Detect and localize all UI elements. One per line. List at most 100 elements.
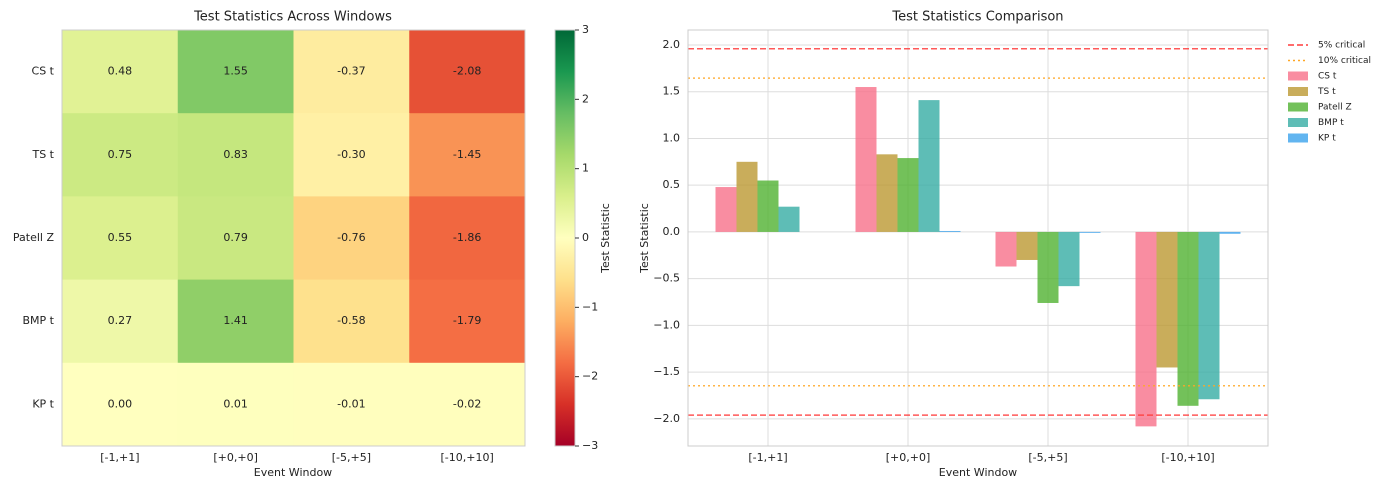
heatmap-cell (409, 279, 526, 364)
legend-label: TS t (1317, 87, 1336, 97)
legend-label: 5% critical (1318, 41, 1365, 51)
cell-label: -0.37 (337, 65, 365, 78)
cell-label: -0.58 (337, 314, 365, 327)
colorbar-tick-label: 2 (582, 92, 589, 105)
bar (1058, 231, 1080, 287)
legend-swatch (1288, 133, 1308, 143)
y-tick-label: 0.0 (663, 225, 681, 238)
heatmap-cell (62, 362, 179, 447)
heatmap-cell (293, 113, 410, 197)
colorbar-tick-label: 1 (582, 162, 589, 175)
legend-label: BMP t (1318, 118, 1344, 128)
bar-title: Test Statistics Comparison (891, 10, 1063, 25)
bar (1079, 231, 1101, 233)
heatmap-cell (62, 113, 179, 197)
cell-label: 0.83 (223, 148, 248, 161)
cell-label: 1.55 (223, 65, 248, 78)
heatmap-cell (409, 113, 526, 197)
bar (757, 180, 779, 232)
y-tick-label: BMP t (23, 314, 55, 327)
heatmap-cell (62, 30, 179, 114)
bar (995, 231, 1017, 267)
colorbar-tick-label: 0 (582, 231, 589, 244)
x-tick-label: [-5,+5] (1028, 451, 1067, 464)
bar (778, 206, 800, 232)
bar (1037, 231, 1059, 303)
y-tick-label: Patell Z (13, 231, 55, 244)
cell-label: -0.01 (337, 397, 365, 410)
cell-label: -1.79 (453, 314, 481, 327)
heatmap-cell (293, 362, 410, 447)
heatmap-cell (293, 196, 410, 281)
heatmap-cell (62, 279, 179, 364)
cell-label: 0.79 (223, 231, 248, 244)
cell-label: -0.02 (453, 397, 481, 410)
heatmap-cell (177, 196, 294, 281)
colorbar-label: Test Statistic (599, 203, 612, 274)
bar-y-label: Test Statistic (638, 203, 651, 274)
heatmap-cell (177, 113, 294, 197)
bar-x-label: Event Window (939, 466, 1017, 479)
y-tick-label: −2.0 (653, 412, 680, 425)
bar (1177, 231, 1199, 406)
heatmap-cell (177, 362, 294, 447)
legend-label: CS t (1318, 72, 1337, 82)
heatmap-cell (409, 30, 526, 114)
legend-label: Patell Z (1318, 103, 1352, 113)
bar (876, 154, 898, 232)
heatmap-cell (409, 362, 526, 447)
bar (897, 158, 919, 232)
axes-frame (61, 29, 526, 447)
bar (736, 161, 758, 232)
cell-label: -0.76 (337, 231, 365, 244)
y-tick-label: −1.5 (653, 365, 680, 378)
cell-label: -1.45 (453, 148, 481, 161)
bar (939, 230, 961, 232)
heatmap-cell (177, 279, 294, 364)
legend-swatch (1288, 87, 1308, 96)
legend-label: 10% critical (1318, 56, 1371, 66)
bar (1156, 231, 1178, 368)
cell-label: 0.55 (108, 231, 133, 244)
heatmap-cell (293, 30, 410, 114)
axes-frame (687, 29, 1269, 447)
x-tick-label: [-1,+1] (100, 451, 139, 464)
cell-label: 0.75 (108, 148, 133, 161)
x-tick-label: [-5,+5] (332, 451, 371, 464)
bar (1219, 231, 1241, 234)
cell-label: 0.48 (108, 65, 133, 78)
heatmap-title: Test Statistics Across Windows (193, 10, 392, 25)
y-tick-label: −1.0 (653, 318, 680, 331)
heatmap-cell (409, 196, 526, 281)
colorbar-tick-label: 3 (582, 23, 589, 36)
y-tick-label: −0.5 (653, 272, 680, 285)
heatmap-cell (293, 279, 410, 364)
bar (715, 187, 737, 232)
legend-swatch (1288, 102, 1308, 112)
x-tick-label: [-1,+1] (748, 451, 787, 464)
x-tick-label: [-10,+10] (440, 451, 493, 464)
bar (855, 87, 877, 232)
bar (1016, 231, 1038, 260)
y-tick-label: TS t (31, 148, 54, 161)
y-tick-label: 2.0 (663, 38, 681, 51)
y-tick-label: CS t (32, 65, 55, 78)
cell-label: 0.27 (108, 314, 133, 327)
x-tick-label: [+0,+0] (886, 451, 931, 464)
cell-label: -2.08 (453, 65, 481, 78)
colorbar-tick-label: −1 (582, 300, 598, 313)
y-tick-label: 1.5 (663, 85, 681, 98)
y-tick-label: 1.0 (663, 131, 681, 144)
legend-label: KP t (1318, 134, 1336, 144)
legend-swatch (1288, 118, 1308, 127)
cell-label: -1.86 (453, 231, 481, 244)
heatmap-cell (177, 30, 294, 114)
x-tick-label: [-10,+10] (1161, 451, 1214, 464)
cell-label: 1.41 (223, 314, 248, 327)
y-tick-label: 0.5 (663, 178, 681, 191)
bar (918, 100, 940, 232)
y-tick-label: KP t (32, 397, 54, 410)
colorbar (554, 29, 576, 447)
